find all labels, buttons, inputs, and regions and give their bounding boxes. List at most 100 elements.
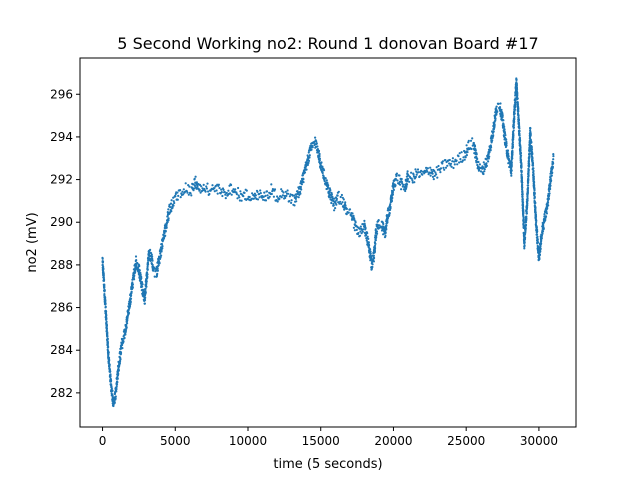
data-point [405, 175, 408, 178]
data-point [322, 175, 325, 178]
data-point [258, 196, 261, 199]
data-point [523, 241, 526, 244]
data-point [345, 207, 348, 210]
data-point [256, 190, 259, 193]
data-point [144, 291, 147, 294]
data-point [138, 265, 141, 268]
data-point [131, 281, 134, 284]
data-point [238, 199, 241, 202]
data-point [535, 221, 538, 224]
data-point [184, 182, 187, 185]
data-point [551, 165, 555, 168]
data-point [284, 190, 287, 193]
data-point [146, 268, 149, 271]
data-point [520, 170, 523, 173]
data-point [547, 197, 551, 200]
data-point [325, 179, 328, 182]
data-point [236, 197, 239, 200]
data-point [536, 230, 539, 233]
x-axis-label: time (5 seconds) [273, 457, 382, 472]
data-point [547, 204, 550, 207]
data-point [400, 180, 403, 183]
data-point [444, 166, 448, 169]
data-point [330, 201, 333, 205]
data-point [453, 160, 456, 163]
data-point [318, 155, 321, 158]
data-point [527, 159, 531, 162]
data-point [294, 197, 297, 200]
data-point [533, 189, 536, 192]
data-point [388, 212, 391, 215]
data-point [389, 208, 392, 211]
data-point [281, 194, 284, 197]
data-point [149, 259, 152, 262]
data-point [478, 168, 481, 171]
data-point [369, 248, 372, 251]
data-point [519, 139, 522, 142]
data-point [106, 335, 109, 338]
data-point [496, 110, 499, 113]
data-point [151, 263, 154, 267]
data-point [318, 152, 321, 156]
data-point [443, 168, 446, 171]
data-point [194, 175, 197, 178]
data-point [370, 267, 373, 270]
data-point [519, 158, 523, 161]
data-point [374, 242, 377, 245]
data-point [389, 203, 392, 206]
data-point [526, 204, 529, 207]
data-point [525, 212, 528, 215]
data-point [143, 302, 146, 305]
data-point [441, 160, 444, 163]
x-tick-label: 30000 [520, 434, 558, 448]
data-point [513, 120, 516, 123]
data-point [151, 259, 154, 262]
data-point [280, 196, 283, 199]
data-point [133, 274, 136, 277]
data-point [107, 361, 110, 364]
data-point [529, 138, 532, 141]
data-point [536, 235, 539, 238]
data-point [318, 157, 321, 160]
data-point [532, 175, 535, 179]
data-point [542, 227, 545, 230]
data-point [134, 255, 138, 258]
data-point [278, 197, 281, 200]
data-point [499, 102, 502, 105]
data-point [122, 340, 125, 343]
data-point [131, 286, 134, 289]
data-point [292, 194, 296, 197]
data-point [290, 201, 293, 204]
data-point [200, 185, 203, 188]
data-point [300, 183, 303, 186]
data-point [235, 193, 238, 196]
data-point [169, 206, 172, 209]
y-tick-label: 286 [50, 301, 73, 315]
data-point [386, 216, 390, 219]
data-point [342, 198, 345, 201]
data-point [532, 177, 536, 181]
data-point [140, 277, 143, 280]
data-point [273, 188, 277, 191]
data-point [276, 200, 279, 203]
data-point [412, 173, 415, 176]
data-point [389, 205, 392, 209]
data-point [439, 171, 442, 174]
data-point [295, 195, 298, 198]
data-point [533, 196, 536, 199]
data-point [262, 195, 265, 198]
data-point [170, 199, 173, 202]
data-point [463, 158, 466, 161]
data-point [540, 242, 543, 245]
data-point [432, 178, 435, 181]
data-point [510, 172, 513, 175]
data-point [436, 176, 439, 179]
data-point [361, 230, 364, 233]
data-point [146, 276, 149, 279]
data-point [515, 88, 519, 91]
data-point [216, 192, 219, 195]
data-point [102, 278, 106, 281]
data-point [518, 134, 521, 137]
x-tick-label: 25000 [447, 434, 485, 448]
data-point [316, 148, 319, 151]
